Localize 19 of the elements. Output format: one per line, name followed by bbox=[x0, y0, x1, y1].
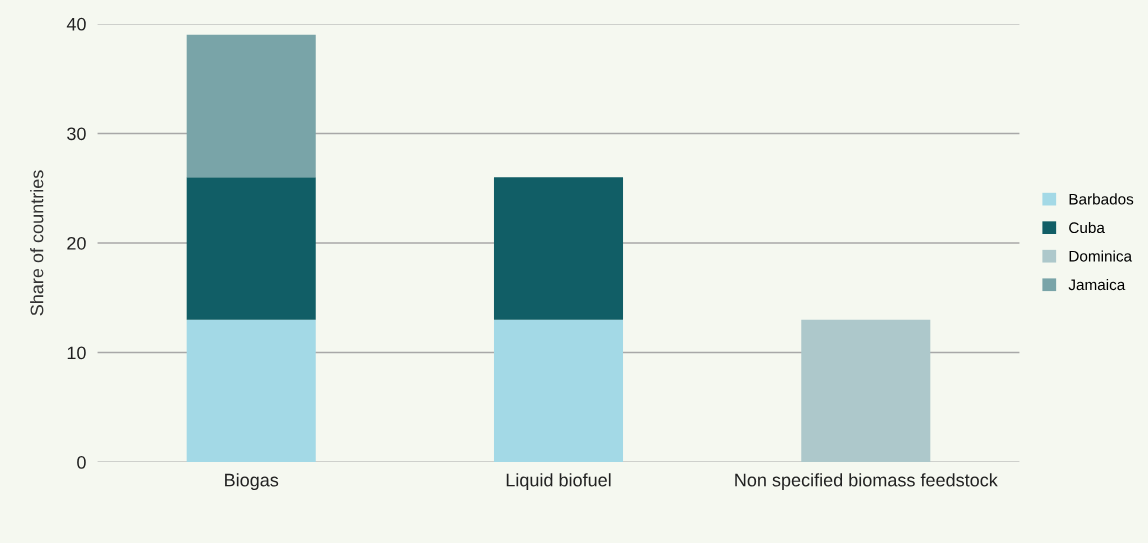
bar bbox=[186, 34, 316, 178]
x-tick-label: Non specified biomass feedstock bbox=[735, 473, 998, 491]
x-tick-label: Biogas bbox=[225, 473, 279, 491]
bar bbox=[493, 319, 624, 463]
bar bbox=[186, 319, 316, 463]
y-axis-title: Share of countries bbox=[30, 170, 44, 316]
y-tick-label: 40 bbox=[66, 17, 86, 31]
legend-label: Cuba bbox=[1069, 221, 1105, 234]
legend-label: Barbados bbox=[1069, 193, 1134, 205]
legend-label: Dominica bbox=[1069, 250, 1133, 262]
bar bbox=[493, 177, 624, 320]
x-tick-label: Liquid biofuel bbox=[506, 473, 611, 491]
legend-label: Jamaica bbox=[1068, 278, 1126, 291]
bar bbox=[186, 177, 316, 320]
bar bbox=[801, 319, 931, 463]
y-tick-label: 10 bbox=[67, 346, 86, 360]
y-tick-label: 0 bbox=[77, 456, 86, 469]
y-tick-label: 30 bbox=[67, 127, 86, 141]
y-tick-label: 20 bbox=[67, 236, 86, 250]
